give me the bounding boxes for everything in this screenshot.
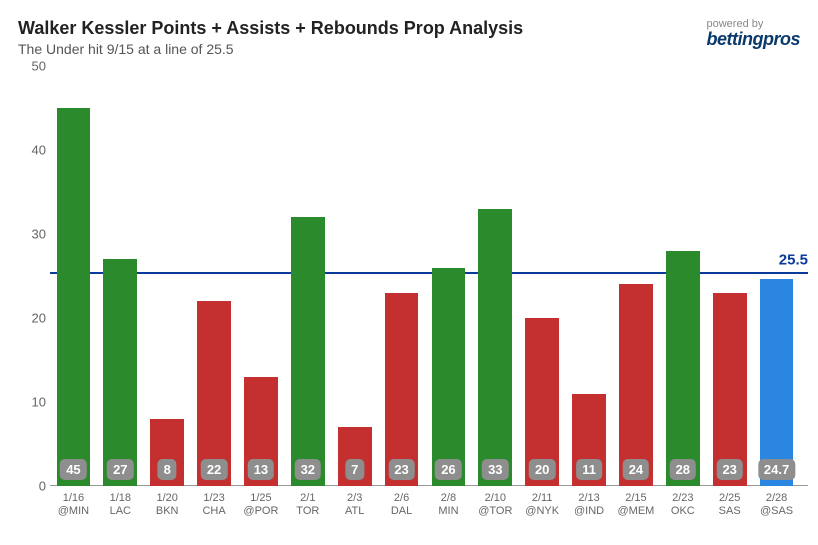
bar-value-badge: 23 bbox=[388, 459, 414, 480]
bar-value-badge: 8 bbox=[158, 459, 177, 480]
bar-value-badge: 24.7 bbox=[758, 459, 795, 480]
bar bbox=[432, 268, 466, 486]
x-tick-label: 2/13@IND bbox=[574, 492, 604, 518]
bar bbox=[619, 284, 653, 486]
bar-column: 28 bbox=[666, 66, 700, 486]
y-tick-label: 20 bbox=[18, 311, 46, 326]
bar-column: 23 bbox=[385, 66, 419, 486]
plot-region: 0102030405025.54527822133272326332011242… bbox=[50, 66, 800, 486]
bar-column: 7 bbox=[338, 66, 372, 486]
bar-column: 22 bbox=[197, 66, 231, 486]
bar bbox=[385, 293, 419, 486]
bar-value-badge: 26 bbox=[435, 459, 461, 480]
bar-value-badge: 32 bbox=[295, 459, 321, 480]
x-tick-label: 2/28@SAS bbox=[760, 492, 793, 518]
bar-column: 32 bbox=[291, 66, 325, 486]
x-tick-label: 1/23CHA bbox=[202, 492, 225, 518]
x-tick-label: 2/10@TOR bbox=[478, 492, 512, 518]
bar-value-badge: 20 bbox=[529, 459, 555, 480]
x-axis: 1/16@MIN 1/18LAC 1/20BKN 1/23CHA 1/25@POR 2/1… bbox=[50, 486, 800, 538]
x-tick-label: 2/3ATL bbox=[345, 492, 364, 518]
bar-column: 27 bbox=[103, 66, 137, 486]
x-tick-label: 2/11@NYK bbox=[525, 492, 559, 518]
powered-by: powered by bettingpros bbox=[707, 18, 801, 48]
bar-column: 24 bbox=[619, 66, 653, 486]
bar-value-badge: 45 bbox=[60, 459, 86, 480]
bar bbox=[713, 293, 747, 486]
bar-value-badge: 11 bbox=[576, 459, 602, 480]
x-tick-label: 1/25@POR bbox=[243, 492, 278, 518]
bar-value-badge: 28 bbox=[670, 459, 696, 480]
bar bbox=[478, 209, 512, 486]
bar-value-badge: 13 bbox=[248, 459, 274, 480]
bar bbox=[57, 108, 91, 486]
bar-column: 33 bbox=[478, 66, 512, 486]
bar-value-badge: 24 bbox=[623, 459, 649, 480]
bar-column: 20 bbox=[525, 66, 559, 486]
bar-value-badge: 22 bbox=[201, 459, 227, 480]
y-tick-label: 50 bbox=[18, 59, 46, 74]
chart-subtitle: The Under hit 9/15 at a line of 25.5 bbox=[18, 41, 800, 57]
bar-value-badge: 27 bbox=[107, 459, 133, 480]
x-tick-label: 1/20BKN bbox=[156, 492, 179, 518]
y-tick-label: 0 bbox=[18, 479, 46, 494]
x-tick-label: 2/15@MEM bbox=[618, 492, 655, 518]
x-tick-label: 2/25SAS bbox=[719, 492, 741, 518]
bar-column: 8 bbox=[150, 66, 184, 486]
y-tick-label: 30 bbox=[18, 227, 46, 242]
bar-column: 11 bbox=[572, 66, 606, 486]
bar-column: 24.7 bbox=[760, 66, 794, 486]
chart-title: Walker Kessler Points + Assists + Reboun… bbox=[18, 18, 800, 39]
bar-value-badge: 33 bbox=[482, 459, 508, 480]
x-tick-label: 2/6DAL bbox=[391, 492, 412, 518]
bar bbox=[103, 259, 137, 486]
bar bbox=[291, 217, 325, 486]
chart-container: Walker Kessler Points + Assists + Reboun… bbox=[0, 0, 818, 545]
chart-area: 0102030405025.54527822133272326332011242… bbox=[18, 66, 800, 538]
x-tick-label: 1/18LAC bbox=[110, 492, 131, 518]
bar-column: 23 bbox=[713, 66, 747, 486]
bar bbox=[666, 251, 700, 486]
bar-column: 13 bbox=[244, 66, 278, 486]
y-tick-label: 10 bbox=[18, 395, 46, 410]
bar-column: 26 bbox=[432, 66, 466, 486]
bar-value-badge: 7 bbox=[345, 459, 364, 480]
x-tick-label: 2/1TOR bbox=[296, 492, 319, 518]
header: Walker Kessler Points + Assists + Reboun… bbox=[18, 18, 800, 66]
bar-column: 45 bbox=[57, 66, 91, 486]
y-tick-label: 40 bbox=[18, 143, 46, 158]
brand-logo: bettingpros bbox=[707, 30, 801, 48]
bar bbox=[760, 279, 794, 486]
bar-value-badge: 23 bbox=[716, 459, 742, 480]
x-tick-label: 2/8MIN bbox=[438, 492, 458, 518]
x-tick-label: 2/23OKC bbox=[671, 492, 695, 518]
x-tick-label: 1/16@MIN bbox=[58, 492, 89, 518]
